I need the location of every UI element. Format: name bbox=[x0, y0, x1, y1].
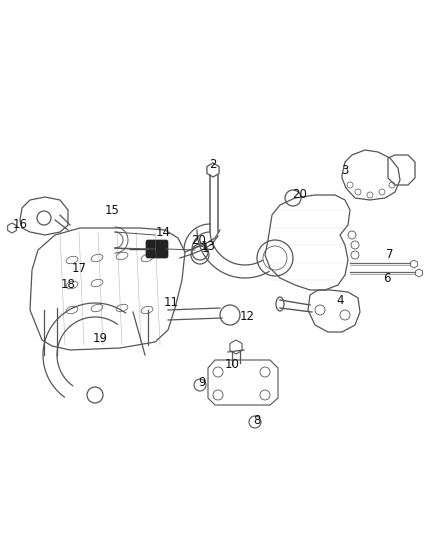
Text: 12: 12 bbox=[240, 310, 254, 322]
Text: 16: 16 bbox=[13, 219, 28, 231]
Text: 8: 8 bbox=[253, 414, 261, 426]
Text: 20: 20 bbox=[191, 233, 206, 246]
Text: 18: 18 bbox=[60, 278, 75, 290]
Text: 9: 9 bbox=[198, 376, 206, 390]
Text: 4: 4 bbox=[336, 294, 344, 306]
Text: 13: 13 bbox=[201, 240, 215, 254]
Text: 11: 11 bbox=[163, 296, 179, 310]
Text: 19: 19 bbox=[92, 332, 107, 344]
Text: 2: 2 bbox=[209, 158, 217, 172]
Text: 17: 17 bbox=[71, 262, 86, 274]
Text: 7: 7 bbox=[386, 248, 394, 262]
FancyBboxPatch shape bbox=[146, 240, 168, 258]
Text: 10: 10 bbox=[225, 359, 240, 372]
Text: 20: 20 bbox=[293, 189, 307, 201]
Text: 3: 3 bbox=[341, 164, 349, 176]
Text: 6: 6 bbox=[383, 271, 391, 285]
Text: 14: 14 bbox=[155, 227, 170, 239]
Text: 1: 1 bbox=[201, 241, 209, 254]
Text: 15: 15 bbox=[105, 204, 120, 216]
